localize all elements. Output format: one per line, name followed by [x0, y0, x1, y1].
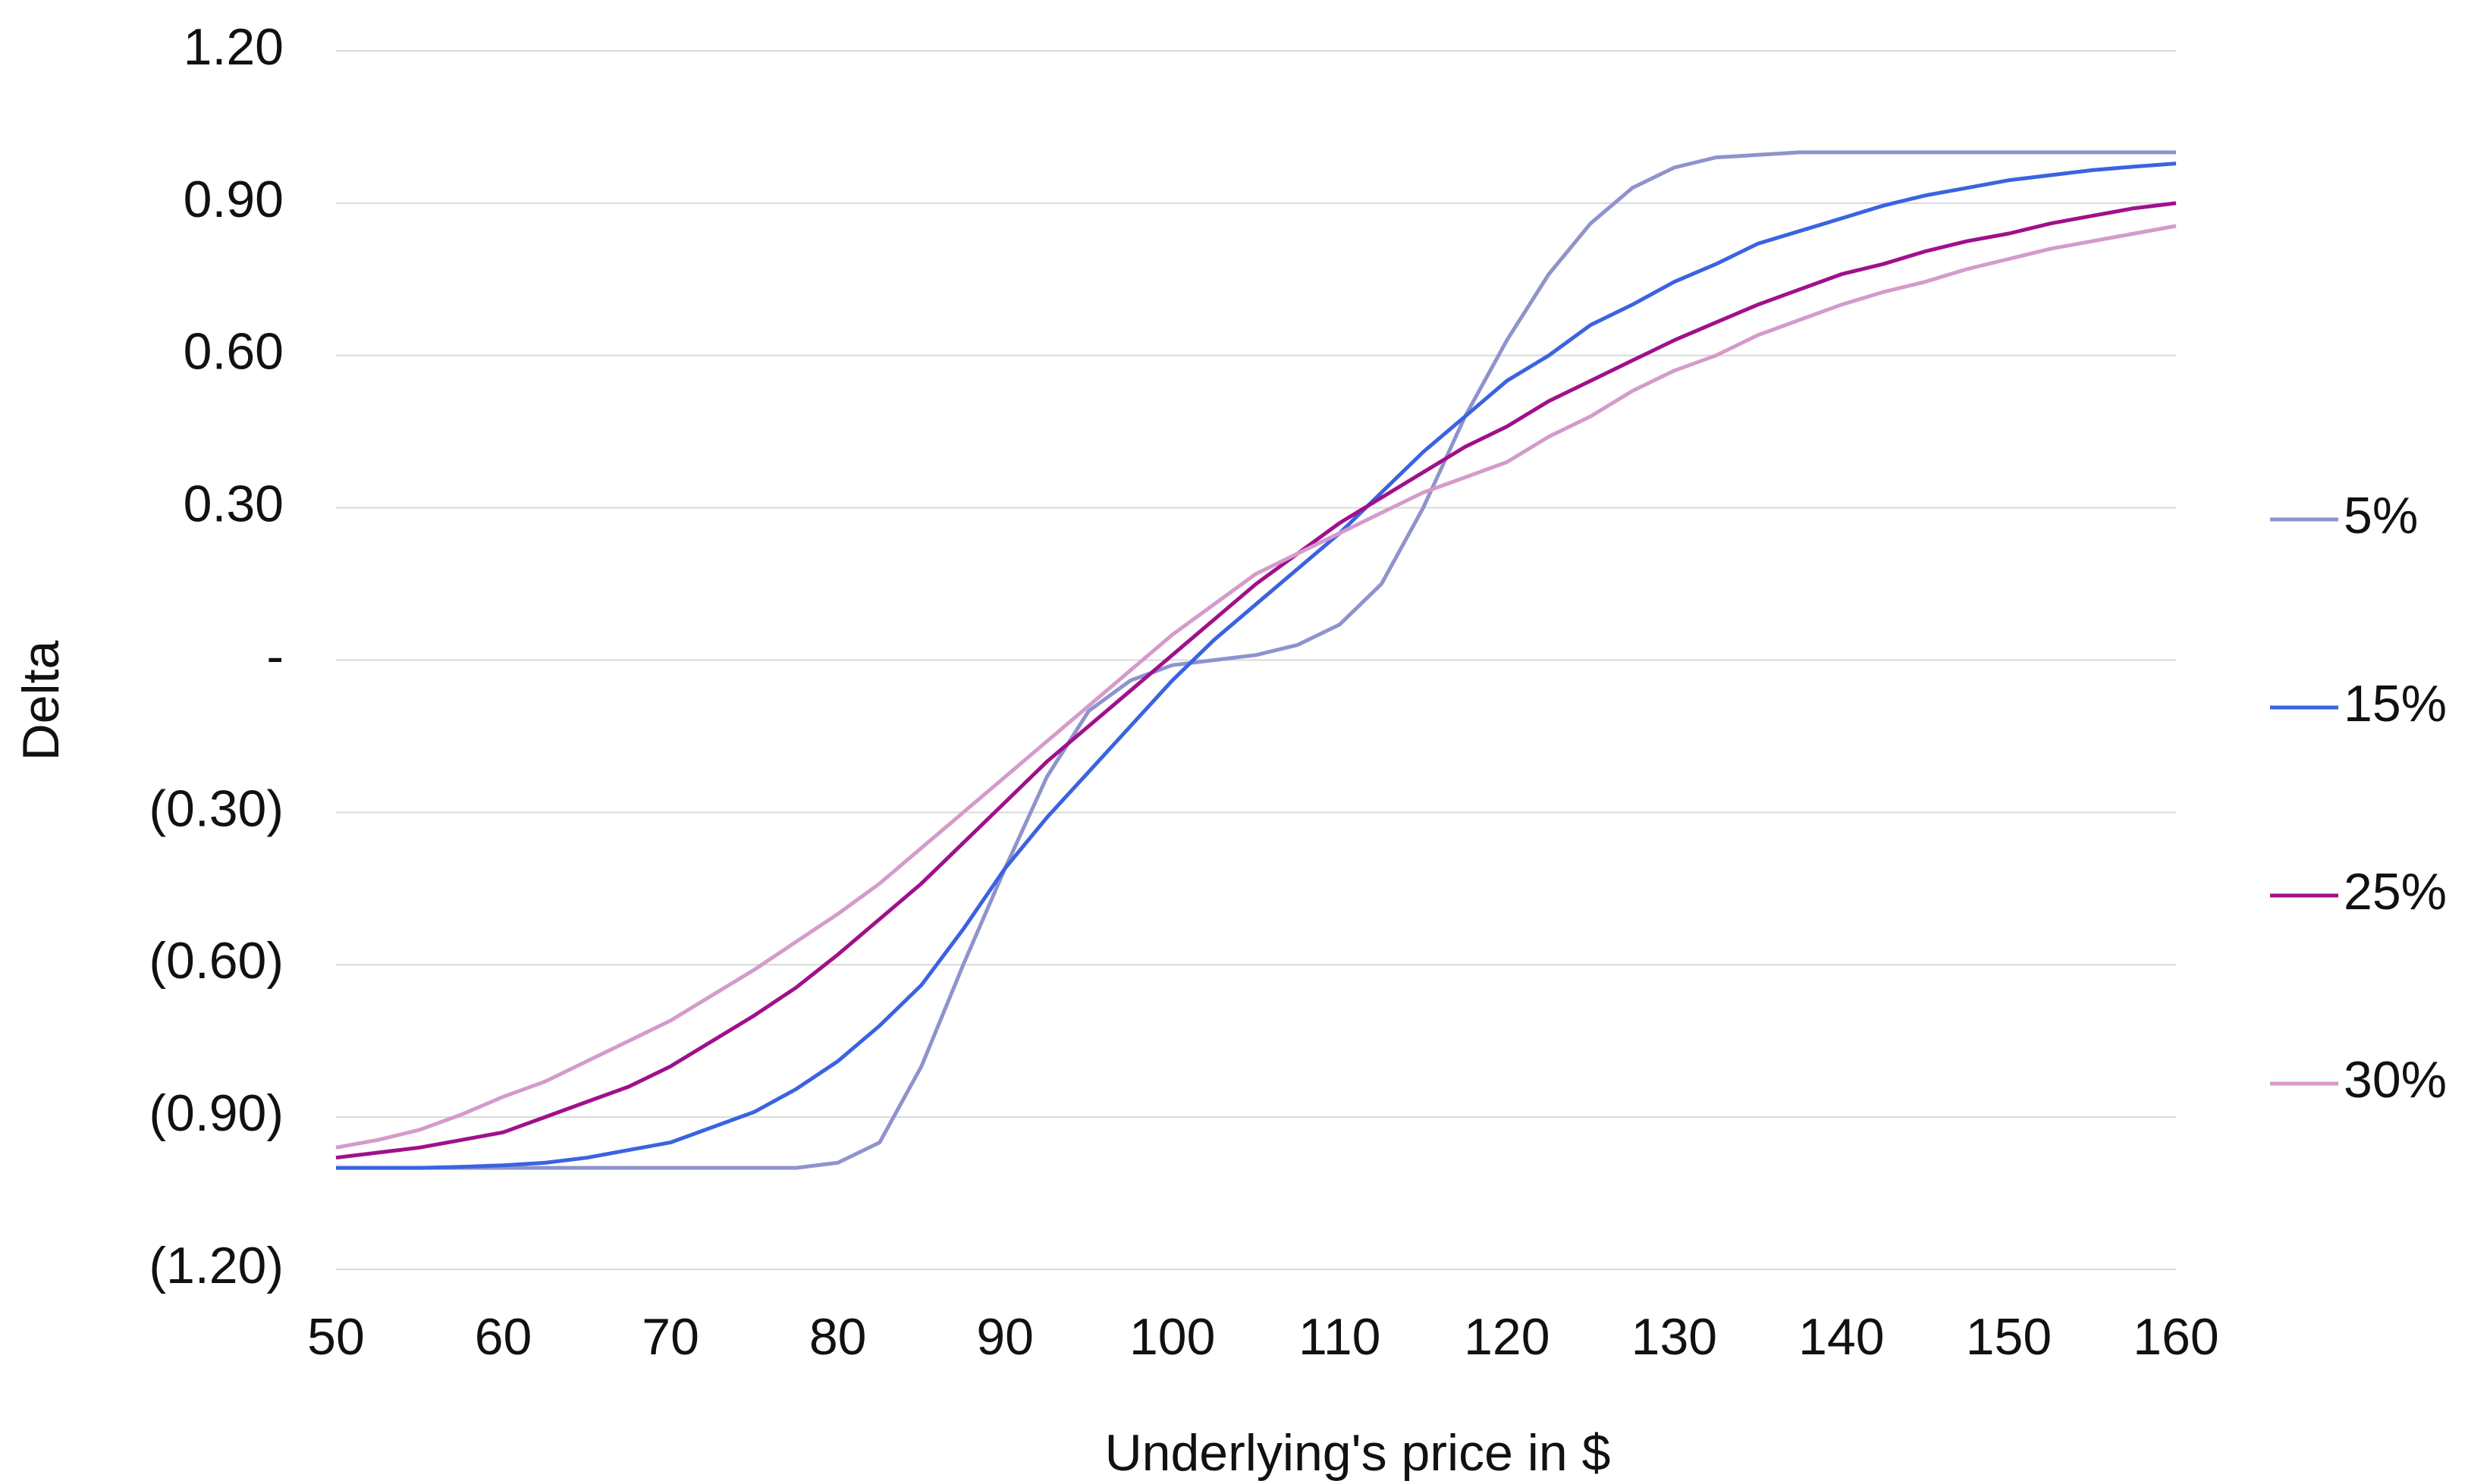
y-tick-label: 0.30 — [184, 475, 284, 533]
x-tick-label: 60 — [475, 1308, 532, 1366]
x-tick-label: 160 — [2133, 1308, 2218, 1366]
x-tick-label: 140 — [1798, 1308, 1884, 1366]
y-tick-label: 1.20 — [184, 18, 284, 76]
legend-label: 5% — [2344, 487, 2418, 544]
legend-label: 15% — [2344, 675, 2447, 733]
y-tick-label: 0.60 — [184, 323, 284, 381]
x-tick-label: 50 — [307, 1308, 365, 1366]
series-line — [335, 224, 2177, 1150]
y-tick-label: (0.60) — [149, 932, 284, 990]
x-tick-label: 90 — [976, 1308, 1034, 1366]
legend-label: 30% — [2344, 1051, 2447, 1109]
y-tick-label: (0.30) — [149, 780, 284, 837]
legend-label: 25% — [2344, 863, 2447, 921]
series-line — [336, 162, 2177, 1170]
x-tick-label: 130 — [1631, 1308, 1717, 1366]
x-tick-label: 70 — [642, 1308, 699, 1366]
y-tick-label: - — [266, 627, 284, 685]
x-axis-label: Underlying's price in $ — [1105, 1424, 1611, 1482]
y-tick-label: (1.20) — [149, 1237, 284, 1294]
series-line — [335, 201, 2177, 1160]
y-axis-label: Delta — [12, 640, 70, 761]
x-tick-label: 120 — [1464, 1308, 1550, 1366]
y-tick-label: 0.90 — [184, 171, 284, 228]
x-tick-label: 150 — [1966, 1308, 2052, 1366]
y-tick-label: (0.90) — [149, 1084, 284, 1142]
series-line — [336, 150, 2176, 1170]
x-tick-label: 80 — [809, 1308, 867, 1366]
x-tick-label: 110 — [1298, 1308, 1380, 1366]
x-tick-label: 100 — [1129, 1308, 1215, 1366]
